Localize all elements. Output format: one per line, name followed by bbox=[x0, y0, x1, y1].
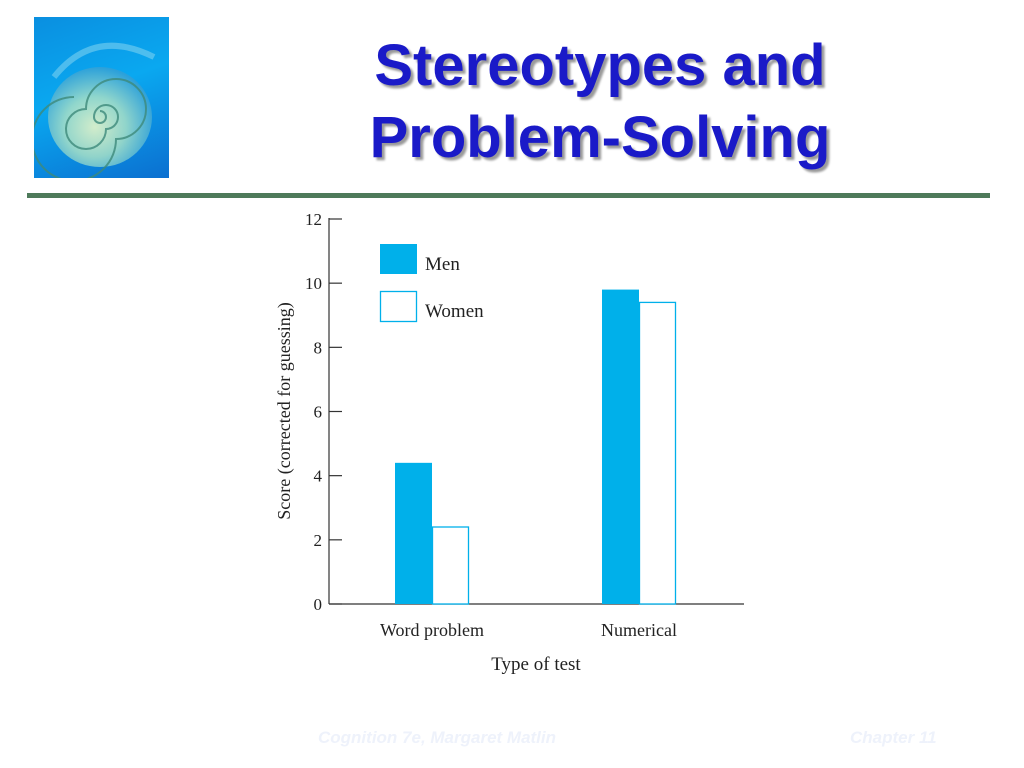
legend-label-women: Women bbox=[425, 301, 484, 322]
y-tick-label: 8 bbox=[314, 338, 323, 357]
bar-men-1 bbox=[602, 289, 639, 604]
legend-label-men: Men bbox=[425, 254, 460, 275]
x-tick-label: Numerical bbox=[601, 620, 677, 640]
title-line-2: Problem-Solving bbox=[369, 105, 831, 170]
y-tick-label: 12 bbox=[305, 210, 322, 229]
x-tick-labels: Word problem Numerical bbox=[380, 620, 677, 640]
bars bbox=[395, 289, 677, 605]
nautilus-shell-icon bbox=[34, 17, 169, 178]
y-tick-label: 4 bbox=[314, 467, 323, 486]
y-axis-label: Score (corrected for guessing) bbox=[274, 302, 295, 519]
bar-men-0 bbox=[395, 462, 432, 604]
legend-swatch-men bbox=[380, 244, 417, 274]
legend-swatch-women bbox=[379, 290, 418, 323]
title-line-1: Stereotypes and bbox=[374, 33, 826, 98]
x-axis-label: Type of test bbox=[491, 654, 581, 675]
slide-title: Stereotypes and Problem-Solving bbox=[260, 30, 940, 174]
y-tick-label: 6 bbox=[314, 403, 323, 422]
y-tick-label: 10 bbox=[305, 274, 322, 293]
bar-women-1 bbox=[638, 301, 677, 605]
bar-women-0 bbox=[431, 526, 470, 605]
legend: Men Women bbox=[379, 244, 484, 323]
y-tick-label: 2 bbox=[314, 531, 323, 550]
title-divider bbox=[27, 193, 990, 198]
x-tick-label: Word problem bbox=[380, 620, 484, 640]
footer-book-title: Cognition 7e, Margaret Matlin bbox=[318, 728, 557, 747]
y-ticks: 0 2 4 6 8 10 12 bbox=[305, 210, 342, 614]
y-tick-label: 0 bbox=[314, 595, 323, 614]
footer-chapter: Chapter 11 bbox=[850, 728, 937, 747]
chart-axes bbox=[328, 218, 744, 605]
